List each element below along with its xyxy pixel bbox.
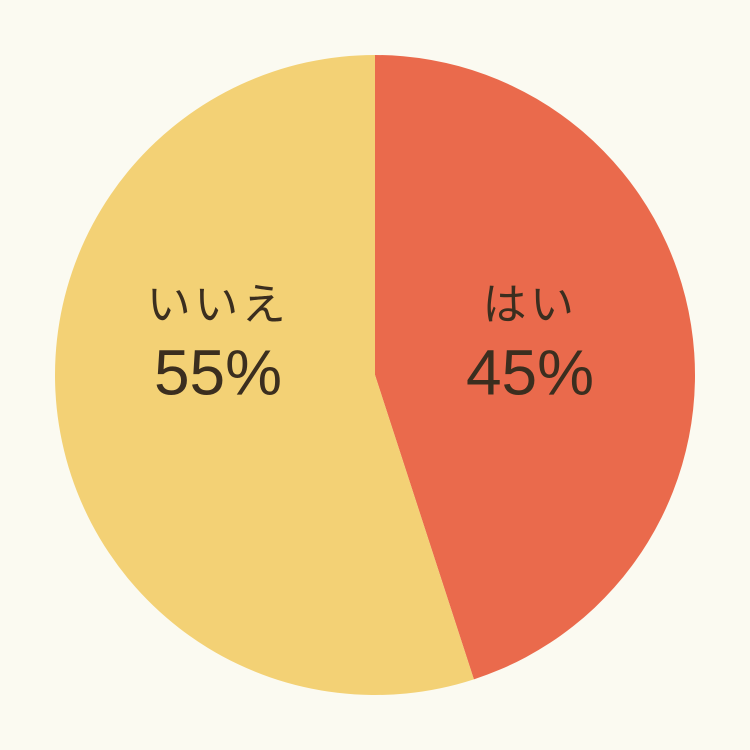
slice-label-no: いいえ 55% <box>147 278 290 413</box>
pie-chart: はい 45% いいえ 55% <box>0 0 750 750</box>
slice-label-yes: はい 45% <box>466 278 594 413</box>
pie-svg <box>0 0 750 750</box>
slice-percent-yes: 45% <box>466 333 594 413</box>
slice-name-no: いいえ <box>147 278 290 333</box>
slice-name-yes: はい <box>466 278 594 333</box>
slice-percent-no: 55% <box>147 333 290 413</box>
